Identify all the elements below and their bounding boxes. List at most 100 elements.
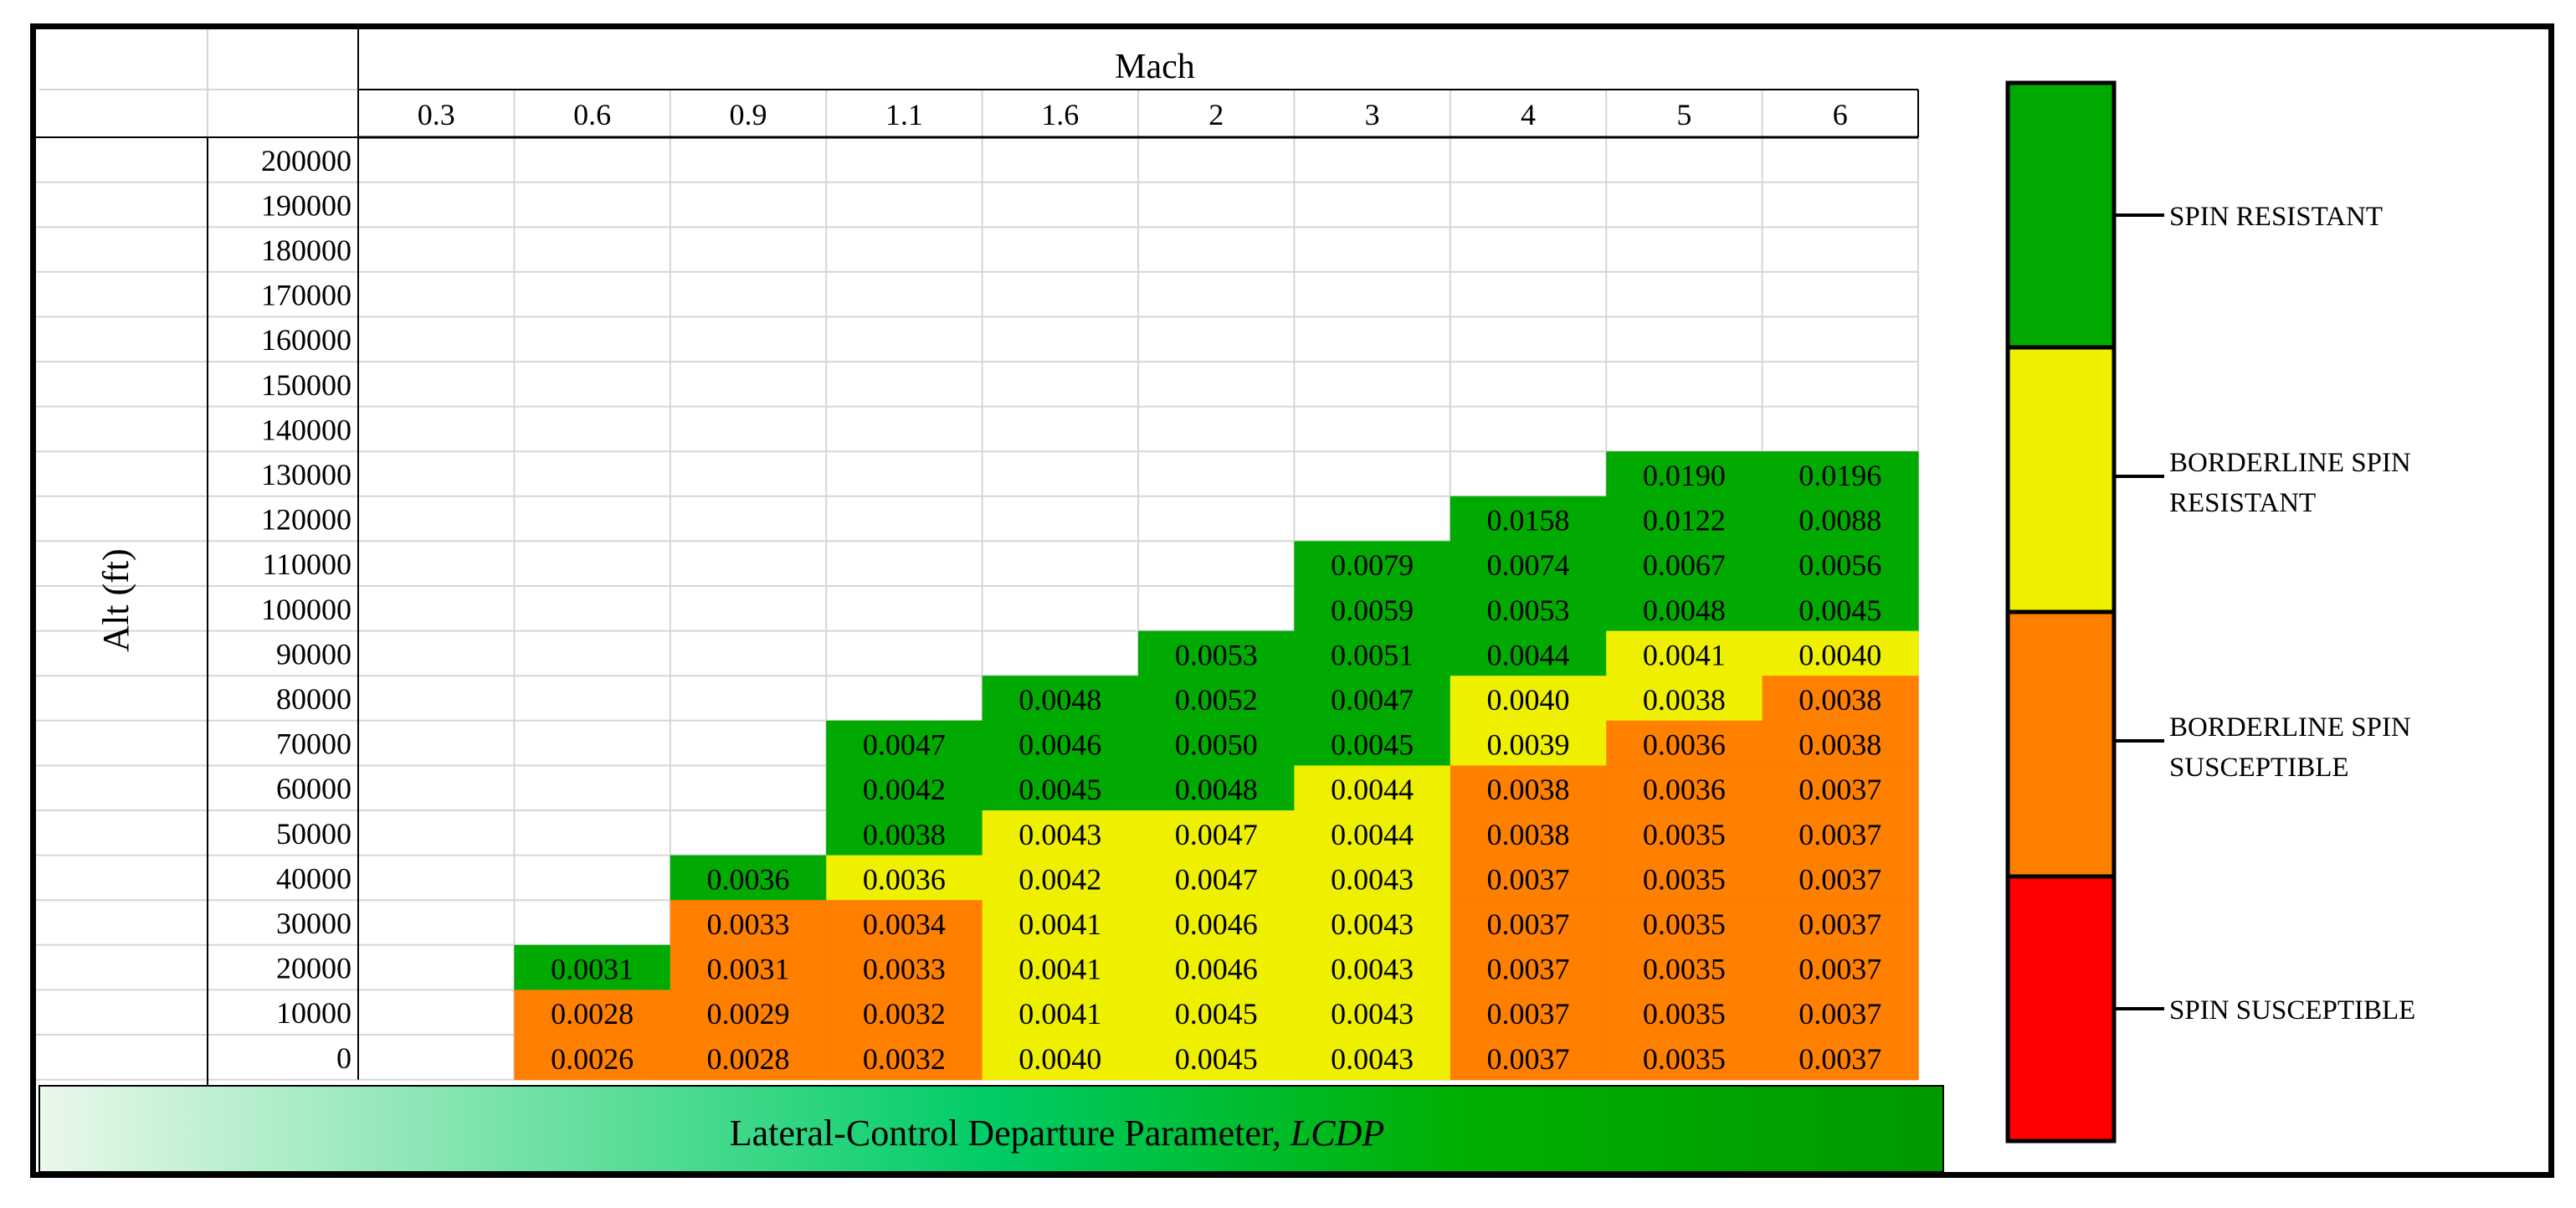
legend-swatch	[2005, 609, 2117, 879]
heatmap-cell	[826, 810, 983, 856]
y-tick-label: 40000	[276, 861, 352, 895]
cell-value-label: 0.0047	[1331, 683, 1414, 717]
heatmap-cell	[1450, 541, 1607, 587]
heatmap-cell	[670, 990, 827, 1036]
cell-value-label: 0.0037	[1799, 862, 1881, 896]
heatmap-cell	[982, 944, 1139, 990]
heatmap-cell	[1450, 855, 1607, 901]
legend-label: RESISTANT	[2169, 488, 2316, 518]
legend-label: SUSCEPTIBLE	[2169, 753, 2349, 783]
y-tick-label: 80000	[276, 682, 352, 716]
cell-value-labels: 0.0190 0.0196 0.0158 0.0122 0.0088 0.0079 0.00…	[551, 459, 1881, 1076]
cell-value-label: 0.0038	[1799, 683, 1881, 717]
legend-swatch	[2005, 345, 2117, 614]
cell-value-label: 0.0079	[1331, 548, 1414, 582]
x-tick-label: 0.3	[418, 98, 455, 131]
heatmap-cell	[1606, 990, 1763, 1036]
y-tick-labels: 2000001900001800001700001600001500001400…	[261, 144, 352, 1075]
heatmap-cell	[826, 900, 983, 946]
figure-frame: Mach Alt (ft) 0.3 0.6 0.9 1.1 1.6 2 3 4 5 6 20000…	[30, 23, 2554, 1178]
cell-value-label: 0.0074	[1487, 548, 1570, 582]
x-tick-label: 5	[1676, 98, 1691, 131]
cell-value-label: 0.0048	[1019, 683, 1101, 717]
heatmap-cell	[1762, 676, 1919, 722]
heatmap-cell	[1762, 944, 1919, 990]
x-tick-label: 1.1	[885, 98, 923, 131]
heatmap-cell	[1138, 944, 1295, 990]
cell-value-label: 0.0036	[1643, 728, 1726, 762]
y-tick-label: 0	[336, 1041, 352, 1075]
legend-swatch	[2005, 874, 2117, 1144]
cell-value-label: 0.0028	[551, 997, 634, 1031]
cell-value-label: 0.0050	[1175, 728, 1258, 762]
heatmap-cell	[514, 944, 671, 990]
x-tick-label: 0.9	[730, 98, 767, 131]
heatmap-cell	[1762, 810, 1919, 856]
x-tick-labels: 0.3 0.6 0.9 1.1 1.6 2 3 4 5 6	[418, 98, 1848, 131]
heatmap-cell	[1138, 990, 1295, 1036]
heatmap-cell	[1450, 810, 1607, 856]
cell-value-label: 0.0158	[1487, 504, 1570, 537]
y-tick-label: 70000	[276, 727, 352, 761]
heatmap-cell	[1450, 990, 1607, 1036]
heatmap-cell	[1762, 496, 1919, 542]
heatmap-cell	[1762, 900, 1919, 946]
heatmap-cell	[1606, 451, 1763, 497]
legend-label: SPIN SUSCEPTIBLE	[2169, 995, 2415, 1026]
cell-value-label: 0.0037	[1487, 1042, 1570, 1076]
cell-value-label: 0.0122	[1643, 504, 1726, 537]
cell-value-label: 0.0037	[1799, 1042, 1881, 1076]
cell-value-label: 0.0041	[1019, 907, 1101, 941]
cell-value-label: 0.0040	[1799, 638, 1881, 671]
cell-value-label: 0.0067	[1643, 548, 1726, 582]
cell-value-label: 0.0037	[1799, 953, 1881, 986]
heatmap-cell	[826, 944, 983, 990]
y-tick-label: 100000	[261, 593, 352, 626]
heatmap-cell	[1762, 541, 1919, 587]
cell-value-label: 0.0043	[1019, 818, 1101, 851]
y-tick-label: 50000	[276, 817, 352, 851]
y-tick-label: 60000	[276, 772, 352, 805]
heatmap-cell	[1606, 1035, 1763, 1081]
heatmap-cell	[1606, 496, 1763, 542]
x-tick-label: 4	[1521, 98, 1536, 131]
heatmap-cell	[670, 900, 827, 946]
heatmap-cell	[1762, 855, 1919, 901]
heatmap-cell	[982, 810, 1139, 856]
cell-value-label: 0.0053	[1487, 594, 1570, 627]
heatmap-cell	[670, 944, 827, 990]
y-tick-label: 180000	[261, 234, 352, 267]
heatmap-cell	[1294, 944, 1451, 990]
cell-value-label: 0.0056	[1799, 548, 1881, 582]
cell-value-label: 0.0032	[863, 1042, 946, 1076]
cell-value-label: 0.0047	[1175, 818, 1258, 851]
cell-value-label: 0.0039	[1487, 728, 1570, 762]
heatmap-cell	[1294, 630, 1451, 676]
cell-value-label: 0.0045	[1331, 728, 1414, 762]
cell-value-label: 0.0038	[1799, 728, 1881, 762]
cell-value-label: 0.0034	[863, 907, 946, 941]
cell-value-label: 0.0042	[863, 773, 946, 806]
heatmap-cell	[1294, 810, 1451, 856]
heatmap-cell	[982, 676, 1139, 722]
heatmap-cell	[1450, 765, 1607, 811]
heatmap-cell	[1294, 990, 1451, 1036]
cell-value-label: 0.0040	[1487, 683, 1570, 717]
heatmap-cell	[826, 1035, 983, 1081]
cell-value-label: 0.0026	[551, 1042, 634, 1076]
heatmap-cell	[982, 900, 1139, 946]
heatmap-cell	[1762, 765, 1919, 811]
heatmap-cell	[1450, 900, 1607, 946]
heatmap-cell	[670, 855, 827, 901]
cell-value-label: 0.0048	[1175, 773, 1258, 806]
heatmap-cell	[1138, 855, 1295, 901]
legend-label: SPIN RESISTANT	[2169, 202, 2383, 232]
cell-value-label: 0.0035	[1643, 818, 1726, 851]
cell-value-label: 0.0047	[863, 728, 946, 762]
cell-value-label: 0.0033	[707, 907, 790, 941]
cell-value-label: 0.0033	[863, 953, 946, 986]
cell-value-label: 0.0035	[1643, 997, 1726, 1031]
heatmap-cell	[982, 855, 1139, 901]
heatmap-cells	[514, 451, 1919, 1081]
x-tick-label: 3	[1365, 98, 1380, 131]
